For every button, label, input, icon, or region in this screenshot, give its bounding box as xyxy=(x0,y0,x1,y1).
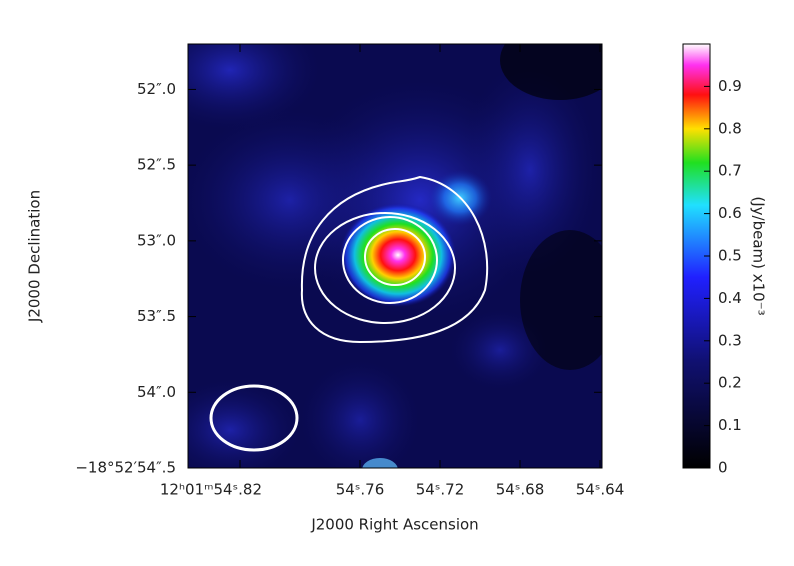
colorbar-tick-label: 0.7 xyxy=(718,162,742,180)
y-axis-label: J2000 Declination xyxy=(26,190,44,323)
y-tick-label: 54″.0 xyxy=(137,383,176,401)
contours xyxy=(300,175,489,344)
x-axis-label: J2000 Right Ascension xyxy=(310,516,478,534)
x-tick-label: 54ˢ.72 xyxy=(416,481,465,499)
x-tick-label: 54ˢ.76 xyxy=(336,481,385,499)
colorbar-tick-label: 0.2 xyxy=(718,374,742,392)
colorbar-label: (Jy/beam) x10⁻³ xyxy=(750,196,768,315)
y-tick-label: 53″.0 xyxy=(137,231,176,249)
colorbar-tick-label: 0.1 xyxy=(718,416,742,434)
y-tick-label: −18°52′54″.5 xyxy=(75,459,176,477)
colorbar-tick-label: 0.6 xyxy=(718,204,742,222)
y-tick-label: 53″.5 xyxy=(137,307,176,325)
colorbar-tick-label: 0.9 xyxy=(718,77,742,95)
beam xyxy=(209,384,299,452)
colorbar-tick-label: 0.8 xyxy=(718,119,742,137)
x-tick-label: 12ʰ01ᵐ54ˢ.82 xyxy=(160,481,262,499)
y-tick-label: 52″.5 xyxy=(137,156,176,174)
colorbar-tick-label: 0.4 xyxy=(718,289,742,307)
colorbar-tick-label: 0.5 xyxy=(718,247,742,265)
x-tick-label: 54ˢ.68 xyxy=(496,481,545,499)
x-tick-label: 54ˢ.64 xyxy=(576,481,625,499)
colorbar-tick-label: 0.3 xyxy=(718,331,742,349)
frame xyxy=(187,43,603,469)
colorbar-tick-label: 0 xyxy=(718,459,728,477)
y-tick-label: 52″.0 xyxy=(137,80,176,98)
